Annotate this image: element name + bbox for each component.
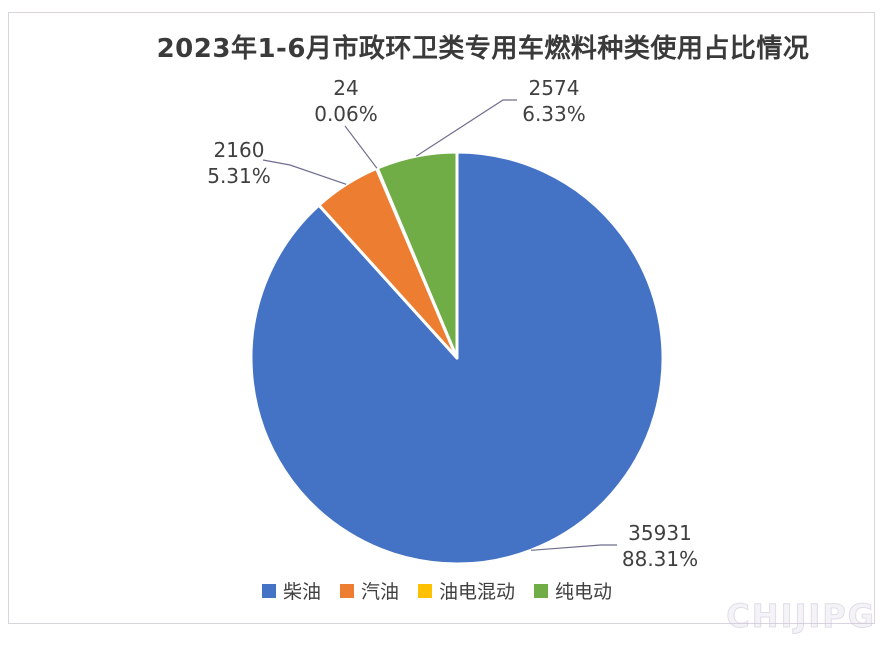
legend-item-electric: 纯电动 [534,577,612,604]
chart-title: 2023年1-6月市政环卫类专用车燃料种类使用占比情况 [156,34,810,64]
data-label-percent: 0.06% [314,102,378,126]
data-label-gasoline: 2160 5.31% [207,137,271,189]
data-label-hybrid: 24 0.06% [314,75,378,127]
legend-label: 纯电动 [555,581,613,603]
legend-swatch-hybrid [418,583,432,598]
data-label-percent: 5.31% [207,164,271,188]
legend-swatch-electric [534,583,549,598]
data-label-value: 24 [333,76,359,100]
data-label-percent: 88.31% [621,547,699,571]
legend-swatch-diesel [261,583,276,598]
legend-swatch-gasoline [339,583,354,598]
legend-item-gasoline: 汽油 [339,577,399,604]
chart-legend: 柴油 汽油 油电混动 纯电动 [0,577,874,604]
legend-item-diesel: 柴油 [261,577,321,604]
legend-label: 油电混动 [439,581,516,603]
legend-label: 汽油 [360,581,399,603]
data-label-electric: 2574 6.33% [522,75,586,127]
watermark: CHIJIPG [726,597,876,636]
leader-line-electric [415,99,517,157]
data-label-value: 2160 [213,138,265,162]
data-label-value: 2574 [528,76,580,100]
data-label-percent: 6.33% [522,102,586,126]
legend-item-hybrid: 油电混动 [418,577,515,604]
data-label-value: 35931 [628,521,692,545]
leader-line-diesel [530,544,617,551]
legend-label: 柴油 [282,581,321,603]
data-label-diesel: 35931 88.31% [622,520,698,572]
leader-line-hybrid [344,125,378,169]
leader-line-gasoline [262,159,347,185]
